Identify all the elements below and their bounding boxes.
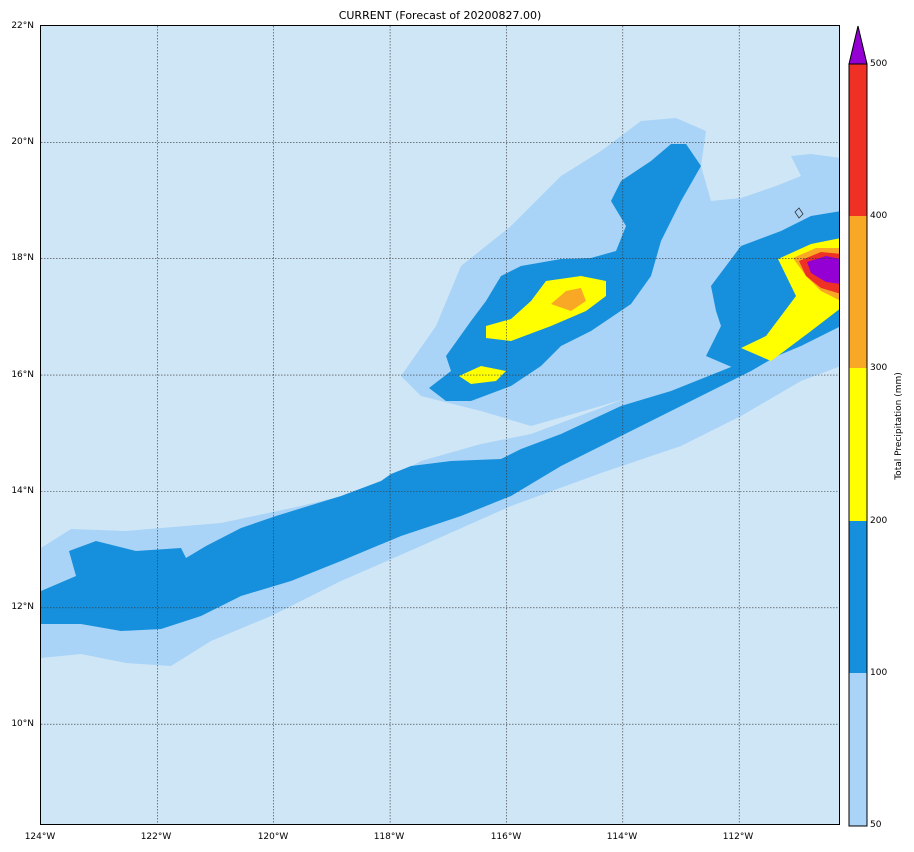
lon-label-120w: 120°W (257, 832, 289, 842)
lat-label-18n: 18°N (11, 253, 34, 263)
colorbar-frame (848, 63, 868, 827)
precipitation-map (40, 25, 840, 825)
lon-label-124w: 124°W (24, 832, 56, 842)
colorbar-tick-100: 100 (870, 668, 888, 678)
colorbar (848, 25, 868, 827)
lat-label-20n: 20°N (11, 137, 34, 147)
colorbar-tick-500: 500 (870, 59, 888, 69)
lat-label-14n: 14°N (11, 486, 34, 496)
lat-label-12n: 12°N (11, 602, 34, 612)
colorbar-segment-200-300 (849, 368, 867, 521)
contour-500-plus-east (807, 256, 839, 284)
lon-label-116w: 116°W (490, 832, 522, 842)
colorbar-segment-400-500 (849, 64, 867, 216)
map-title: CURRENT (Forecast of 20200827.00) (338, 9, 542, 22)
contour-300-400-north (551, 288, 586, 311)
lat-label-22n: 22°N (11, 21, 34, 31)
colorbar-segment-50-100 (849, 673, 867, 826)
colorbar-segment-500-plus (848, 25, 868, 65)
colorbar-tick-300: 300 (870, 363, 888, 373)
colorbar-title: Total Precipitation (mm) (894, 372, 904, 480)
lat-label-10n: 10°N (11, 719, 34, 729)
colorbar-tick-50: 50 (870, 820, 882, 830)
contour-outline-small (794, 207, 804, 219)
contour-100-200-main-band (41, 321, 839, 631)
lon-label-114w: 114°W (606, 832, 638, 842)
lon-label-122w: 122°W (140, 832, 172, 842)
colorbar-tick-200: 200 (870, 516, 888, 526)
colorbar-tick-400: 400 (870, 211, 888, 221)
lon-label-112w: 112°W (722, 832, 754, 842)
colorbar-segment-100-200 (849, 521, 867, 673)
colorbar-segment-300-400 (849, 216, 867, 368)
lat-label-16n: 16°N (11, 370, 34, 380)
lon-label-118w: 118°W (373, 832, 405, 842)
graticule (41, 26, 839, 824)
